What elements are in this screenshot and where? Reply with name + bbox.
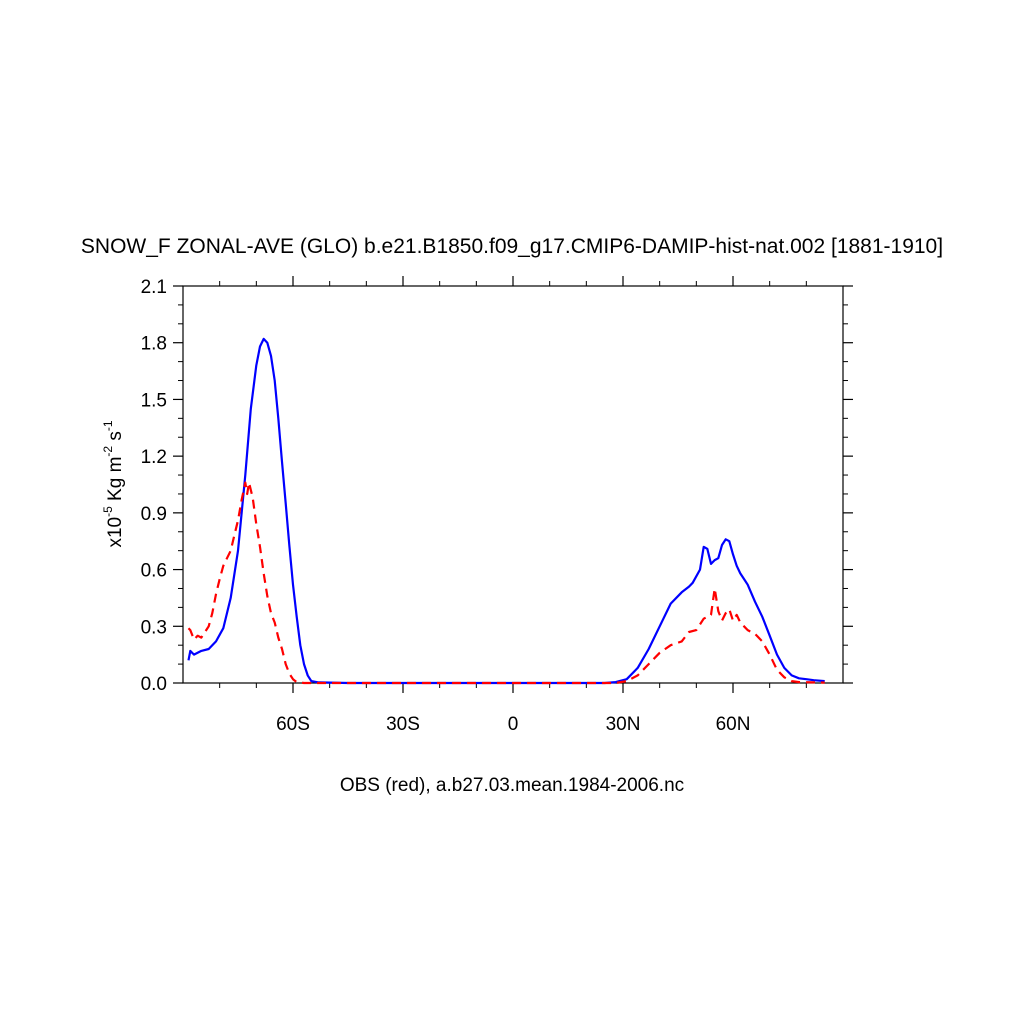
y-axis-label-exponent-2: -2 — [101, 446, 115, 457]
y-tick-label: 0.6 — [141, 561, 167, 582]
y-tick-label: 1.5 — [141, 390, 167, 411]
y-axis-label-unit-s: s — [105, 431, 126, 446]
y-tick-label: 1.2 — [141, 447, 167, 468]
series-line-obs — [187, 481, 825, 685]
y-tick-label: 2.1 — [141, 277, 167, 298]
y-axis-label-exponent-3: -1 — [101, 420, 115, 431]
x-tick-label: 0 — [508, 714, 519, 735]
y-tick-label: 1.8 — [141, 334, 167, 355]
y-axis-label-unit-kg-m: Kg m — [105, 457, 126, 507]
x-tick-label: 60S — [276, 714, 310, 735]
y-tick-label: 0.9 — [141, 504, 167, 525]
plot-frame — [182, 285, 844, 684]
y-axis-label: x10-5 Kg m-2 s-1 — [101, 420, 126, 547]
plot-border — [182, 285, 844, 684]
x-axis: 60S 30S 0 30N 60N — [219, 276, 807, 735]
series-layer — [187, 337, 825, 685]
y-axis: 0.0 0.3 0.6 0.9 1.2 1.5 1.8 2.1 — [141, 277, 853, 695]
x-tick-label: 60N — [716, 714, 751, 735]
y-tick-label: 0.3 — [141, 617, 167, 638]
y-axis-label-exponent: -5 — [101, 506, 115, 517]
y-axis-label-prefix: x10 — [105, 517, 126, 548]
x-tick-label: 30N — [606, 714, 641, 735]
footer-note: OBS (red), a.b27.03.mean.1984-2006.nc — [340, 775, 684, 796]
y-tick-label: 0.0 — [141, 674, 167, 695]
chart-title: SNOW_F ZONAL-AVE (GLO) b.e21.B1850.f09_g… — [81, 235, 943, 258]
series-line-model — [187, 337, 825, 685]
x-tick-label: 30S — [386, 714, 420, 735]
